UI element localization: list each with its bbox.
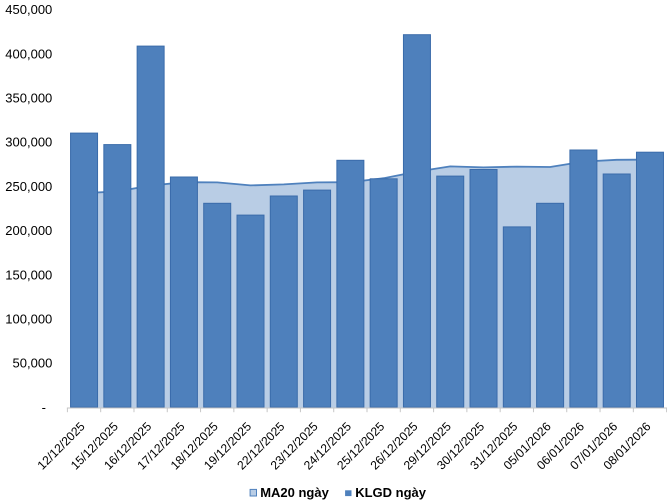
svg-text:50,000: 50,000 [13, 356, 53, 371]
svg-text:100,000: 100,000 [5, 311, 52, 326]
svg-text:150,000: 150,000 [5, 267, 52, 282]
svg-text:350,000: 350,000 [5, 91, 52, 106]
svg-text:MA20 ngày: MA20 ngày [260, 485, 329, 500]
svg-text:400,000: 400,000 [5, 46, 52, 61]
svg-text:-: - [42, 400, 46, 415]
svg-text:250,000: 250,000 [5, 179, 52, 194]
svg-text:300,000: 300,000 [5, 135, 52, 150]
svg-text:450,000: 450,000 [5, 2, 52, 17]
svg-text:KLGD ngày: KLGD ngày [355, 485, 427, 500]
svg-text:200,000: 200,000 [5, 223, 52, 238]
